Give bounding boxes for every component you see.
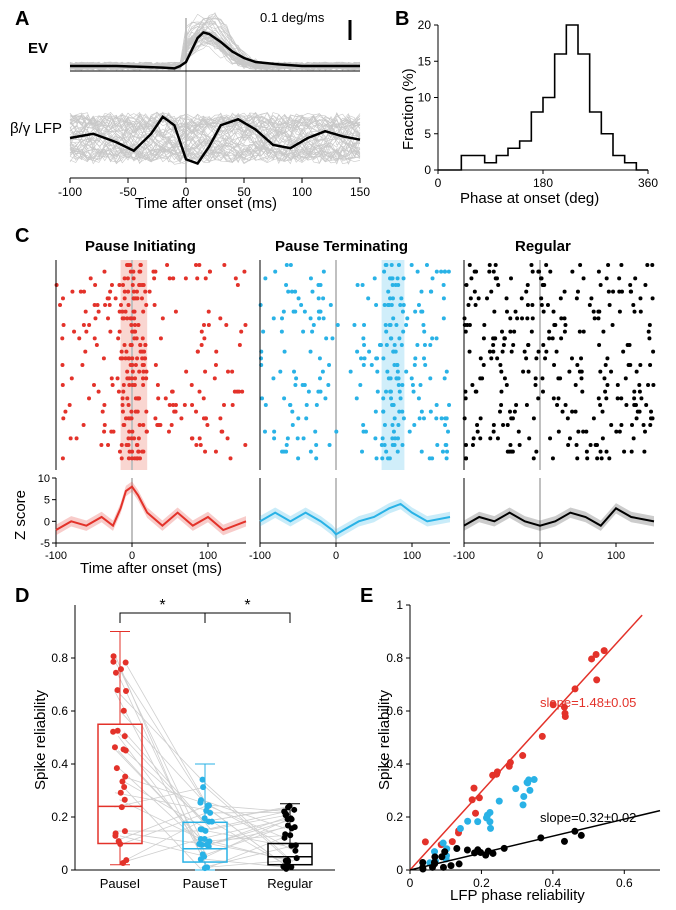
svg-text:0.2: 0.2: [51, 810, 68, 824]
svg-text:100: 100: [292, 185, 312, 199]
svg-text:-100: -100: [249, 550, 271, 562]
panel-a-xlabel: Time after onset (ms): [135, 195, 277, 212]
svg-text:-100: -100: [58, 185, 82, 199]
panel-c-title-1: Pause Initiating: [85, 238, 196, 255]
panel-a-scalebar-label: 0.1 deg/ms: [260, 10, 324, 25]
svg-text:Regular: Regular: [267, 876, 313, 891]
panel-e-xlabel: LFP phase reliability: [450, 887, 585, 904]
svg-text:100: 100: [607, 550, 625, 562]
svg-text:0.8: 0.8: [386, 651, 403, 665]
svg-text:0: 0: [333, 550, 339, 562]
panel-c-title-3: Regular: [515, 238, 571, 255]
svg-text:20: 20: [418, 18, 432, 32]
svg-text:0: 0: [407, 876, 414, 890]
svg-text:0: 0: [44, 516, 50, 528]
svg-text:*: *: [244, 597, 250, 614]
panel-a-lfp-label: β/γ LFP: [10, 120, 62, 137]
svg-text:0.2: 0.2: [386, 810, 403, 824]
svg-text:10: 10: [38, 473, 50, 485]
svg-text:-5: -5: [40, 538, 50, 550]
svg-text:0.6: 0.6: [616, 876, 633, 890]
svg-text:-100: -100: [453, 550, 475, 562]
svg-text:PauseT: PauseT: [183, 876, 228, 891]
svg-text:-100: -100: [45, 550, 67, 562]
panel-a-ev-label: EV: [28, 40, 48, 57]
panel-c-xlabel: Time after onset (ms): [80, 560, 222, 577]
svg-text:0.8: 0.8: [51, 651, 68, 665]
panel-e-slope-black: slope=0.32±0.02: [540, 810, 636, 825]
svg-text:360: 360: [638, 176, 658, 190]
svg-text:0: 0: [435, 176, 442, 190]
panel-e-slope-red: slope=1.48±0.05: [540, 695, 636, 710]
svg-text:0.4: 0.4: [51, 757, 68, 771]
figure-svg: -100-50050100150051015200180360-50510-10…: [0, 0, 676, 910]
svg-text:PauseI: PauseI: [100, 876, 140, 891]
panel-b-xlabel: Phase at onset (deg): [460, 190, 599, 207]
svg-text:0: 0: [396, 863, 403, 877]
svg-text:10: 10: [418, 91, 432, 105]
panel-e-ylabel: Spike reliability: [376, 690, 393, 790]
svg-text:5: 5: [44, 495, 50, 507]
svg-text:0: 0: [424, 163, 431, 177]
panel-b-ylabel: Fraction (%): [400, 68, 417, 150]
svg-text:0: 0: [61, 863, 68, 877]
svg-text:5: 5: [424, 127, 431, 141]
svg-text:150: 150: [350, 185, 370, 199]
panel-c-zlabel: Z score: [12, 490, 29, 540]
svg-text:1: 1: [396, 598, 403, 612]
panel-d-ylabel: Spike reliability: [32, 690, 49, 790]
svg-text:0: 0: [537, 550, 543, 562]
svg-text:*: *: [159, 597, 165, 614]
svg-text:15: 15: [418, 54, 432, 68]
svg-text:180: 180: [533, 176, 553, 190]
svg-text:0.6: 0.6: [51, 704, 68, 718]
svg-text:100: 100: [403, 550, 421, 562]
panel-c-title-2: Pause Terminating: [275, 238, 408, 255]
